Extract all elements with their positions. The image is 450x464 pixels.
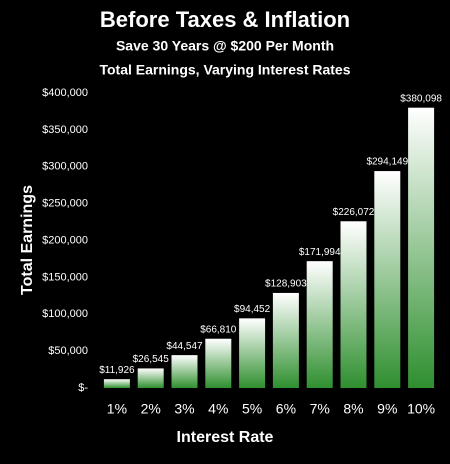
bar (340, 221, 367, 388)
y-axis-title: Total Earnings (19, 185, 36, 295)
bar (239, 318, 266, 388)
y-tick-label: $- (78, 382, 88, 394)
bar (374, 171, 401, 388)
x-tick-label: 9% (377, 401, 397, 417)
x-tick-label: 7% (310, 401, 330, 417)
value-label: $294,149 (366, 157, 408, 168)
y-tick-label: $50,000 (48, 345, 88, 357)
y-tick-label: $350,000 (42, 124, 88, 136)
value-label: $226,072 (333, 207, 375, 218)
value-label: $380,098 (400, 93, 442, 104)
value-label: $171,994 (299, 247, 341, 258)
x-tick-label: 10% (407, 401, 435, 417)
chart-title: Before Taxes & Inflation (100, 7, 350, 32)
bar (306, 261, 333, 388)
x-tick-label: 5% (242, 401, 262, 417)
value-label: $11,926 (99, 365, 135, 376)
value-label: $66,810 (200, 324, 237, 335)
x-axis-title: Interest Rate (177, 429, 274, 446)
y-tick-label: $200,000 (42, 234, 88, 246)
value-label: $94,452 (234, 304, 271, 315)
y-tick-label: $150,000 (42, 271, 88, 283)
y-tick-label: $300,000 (42, 161, 88, 173)
value-label: $26,545 (133, 354, 170, 365)
x-tick-label: 1% (107, 401, 127, 417)
x-tick-label: 8% (343, 401, 363, 417)
bar (272, 292, 299, 388)
bar (205, 338, 232, 388)
x-tick-label: 3% (174, 401, 194, 417)
x-tick-label: 6% (276, 401, 296, 417)
bar (137, 368, 164, 388)
value-label: $128,903 (265, 279, 307, 290)
chart-subtitle: Total Earnings, Varying Interest Rates (99, 62, 350, 78)
bar (171, 355, 198, 388)
y-tick-label: $250,000 (42, 198, 88, 210)
x-tick-label: 2% (141, 401, 161, 417)
bar (103, 379, 130, 388)
y-tick-label: $400,000 (42, 87, 88, 99)
x-tick-label: 4% (208, 401, 228, 417)
value-label: $44,547 (166, 341, 203, 352)
bar (408, 107, 435, 388)
chart-subtitle: Save 30 Years @ $200 Per Month (116, 38, 334, 54)
y-tick-label: $100,000 (42, 308, 88, 320)
